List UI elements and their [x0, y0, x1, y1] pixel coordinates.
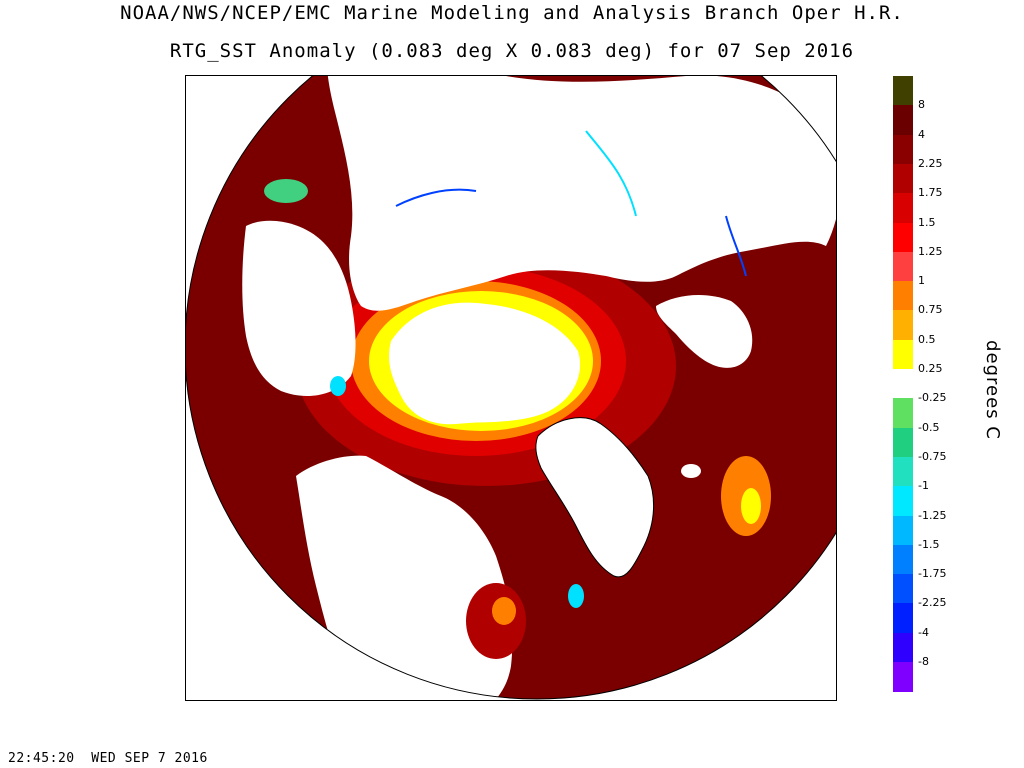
- alaska-land: [242, 220, 356, 396]
- color-scale-swatch: [893, 486, 913, 516]
- color-scale-swatch: [893, 398, 913, 429]
- scandinavia: [656, 294, 753, 368]
- color-scale-swatch: [893, 251, 913, 282]
- color-scale-label: 4: [918, 127, 925, 141]
- arctic-ice-region: [389, 302, 581, 425]
- eurasia-land: [326, 76, 836, 311]
- color-scale-label: 0.25: [918, 362, 943, 375]
- color-scale-label: 0.75: [918, 303, 943, 317]
- timestamp: 22:45:20 WED SEP 7 2016: [8, 751, 208, 766]
- color-scale-label: -1.25: [918, 508, 947, 522]
- title-line-2: RTG_SST Anomaly (0.083 deg X 0.083 deg) …: [169, 40, 855, 62]
- map-disc-outline: [186, 76, 836, 700]
- polar-map: [185, 75, 837, 701]
- color-scale-label: -2.25: [918, 596, 947, 610]
- color-scale-label: -8: [918, 655, 929, 668]
- color-scale-label: 2.25: [918, 156, 943, 170]
- river-line: [725, 215, 747, 277]
- polar-map-svg: [186, 76, 836, 700]
- color-scale-label: 8: [918, 98, 925, 112]
- atlantic-warm-core: [741, 488, 761, 524]
- color-scale-label: -0.25: [918, 391, 947, 405]
- color-scale-swatch: [893, 632, 913, 663]
- color-scale-swatch: [893, 339, 913, 370]
- color-scale-label: -1.75: [918, 567, 947, 581]
- color-scale-label: 1: [918, 274, 925, 288]
- color-scale-swatch: [893, 222, 913, 253]
- color-scale-swatch: [893, 105, 913, 136]
- color-scale-label: -0.5: [918, 420, 940, 434]
- color-scale-swatch: [893, 310, 913, 341]
- color-scale-bar: [893, 76, 913, 692]
- greenland: [535, 417, 655, 578]
- color-scale-swatch: [893, 163, 913, 194]
- color-scale-swatch: [893, 427, 913, 458]
- title-line-1: NOAA/NWS/NCEP/EMC Marine Modeling and An…: [120, 2, 904, 24]
- color-scale-label: -1.5: [918, 537, 940, 551]
- river-line: [585, 130, 637, 217]
- river-line: [395, 188, 477, 207]
- iceland: [681, 464, 701, 478]
- color-scale-swatch: [893, 544, 913, 575]
- units-label: degrees C: [982, 340, 1003, 440]
- color-scale-swatch: [893, 281, 913, 311]
- color-scale-swatch: [893, 456, 913, 487]
- color-scale-label: -4: [918, 625, 929, 639]
- color-scale-label: 1.75: [918, 186, 943, 200]
- hudson-bay-core: [492, 597, 516, 625]
- color-scale-label: 1.5: [918, 215, 936, 229]
- color-scale-label: 1.25: [918, 244, 943, 258]
- bering-cool-patch: [264, 179, 308, 203]
- ocean-layer: [186, 76, 836, 699]
- color-scale-label: -0.75: [918, 449, 947, 463]
- labrador-cool-patch: [568, 584, 584, 608]
- color-scale-swatch: [893, 193, 913, 223]
- chukchi-cool-patch: [330, 376, 346, 396]
- color-scale-swatch: [893, 574, 913, 604]
- color-scale-swatch: [893, 662, 913, 692]
- color-scale-label: -1: [918, 479, 929, 493]
- color-scale-swatch: [893, 515, 913, 546]
- color-scale-label: 0.5: [918, 332, 936, 346]
- color-scale-swatch: [893, 134, 913, 165]
- units-label-wrap: degrees C: [968, 340, 1008, 440]
- color-scale-swatch: [893, 76, 913, 106]
- color-scale-swatch: [893, 603, 913, 634]
- color-scale-swatch: [893, 369, 913, 399]
